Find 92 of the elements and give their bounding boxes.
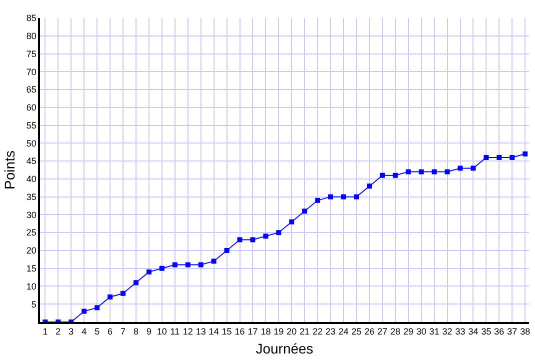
point [224,248,230,253]
x-tick-label: 31 [429,326,440,337]
point [484,154,489,160]
point [392,172,398,178]
x-tick-label: 7 [120,326,126,337]
x-tick-label: 21 [300,326,310,337]
y-tick-label: 5 [31,299,36,310]
point [366,184,372,189]
point [108,294,113,300]
x-tick-label: 25 [351,326,362,337]
y-tick-label: 15 [26,264,36,274]
point [302,208,308,214]
point [315,198,320,203]
point [496,154,502,160]
y-tick-label: 80 [26,31,36,42]
x-tick-label: 24 [338,326,349,337]
x-tick-label: 13 [196,326,206,337]
y-tick-label: 10 [26,281,36,292]
x-tick-label: 36 [494,326,504,337]
y-axis-title: Points [2,150,18,190]
x-tick-label: 3 [68,326,74,337]
x-tick-label: 30 [416,326,426,337]
point [458,166,463,171]
x-tick-label: 6 [108,326,113,337]
point [185,262,190,268]
point [133,280,138,286]
y-tick-label: 40 [26,174,36,184]
point [237,237,242,242]
x-tick-label: 20 [286,326,297,337]
x-tick-label: 19 [274,326,284,337]
point [341,194,346,200]
point [198,262,204,268]
point [444,169,450,174]
y-tick-label: 25 [26,228,36,238]
x-tick-label: 9 [146,326,152,337]
y-tick-label: 85 [26,13,36,24]
x-tick-label: 33 [455,326,466,337]
y-tick-label: 55 [26,120,36,130]
point [406,169,411,174]
point [172,262,178,268]
x-tick-label: 22 [312,326,323,337]
point [263,234,268,239]
point [94,305,100,310]
point [328,194,334,200]
x-tick-label: 34 [468,326,478,337]
x-tick-label: 32 [442,326,452,337]
point [82,308,87,314]
y-tick-label: 65 [26,84,36,95]
point [289,219,294,224]
y-tick-label: 75 [26,48,36,59]
point [250,237,256,242]
point [146,269,152,274]
y-tick-label: 30 [26,210,36,220]
x-tick-label: 26 [364,326,374,337]
x-tick-label: 10 [156,326,167,337]
x-tick-label: 35 [481,326,492,337]
point [510,154,515,160]
x-tick-label: 8 [133,326,138,337]
point [120,290,126,296]
point [418,169,424,174]
point [470,166,476,171]
point [432,169,437,174]
x-tick-label: 16 [234,326,245,337]
x-tick-label: 37 [507,326,518,337]
x-tick-label: 11 [170,326,180,337]
y-tick-label: 45 [26,156,36,166]
x-tick-label: 14 [208,326,219,337]
point [354,194,359,200]
y-tick-label: 20 [26,246,36,256]
x-tick-label: 27 [377,326,388,337]
point [159,266,164,271]
x-tick-label: 12 [182,326,193,337]
x-tick-label: 5 [94,326,100,337]
x-tick-label: 15 [222,326,232,337]
x-tick-label: 1 [42,326,48,337]
y-tick-label: 35 [26,192,36,202]
x-tick-label: 2 [56,326,61,337]
x-tick-label: 17 [248,326,258,337]
x-axis-title: Journées [256,340,314,356]
y-tick-label: 60 [26,102,36,113]
y-tick-label: 70 [26,66,36,77]
x-tick-label: 28 [390,326,400,337]
x-tick-label: 18 [260,326,271,337]
x-tick-label: 38 [520,326,530,337]
x-tick-label: 29 [403,326,414,337]
point [522,151,528,156]
point [276,230,282,236]
y-tick-label: 50 [26,138,36,148]
point [211,258,216,264]
point [380,172,385,178]
x-tick-label: 23 [326,326,336,337]
x-tick-label: 4 [82,326,87,337]
